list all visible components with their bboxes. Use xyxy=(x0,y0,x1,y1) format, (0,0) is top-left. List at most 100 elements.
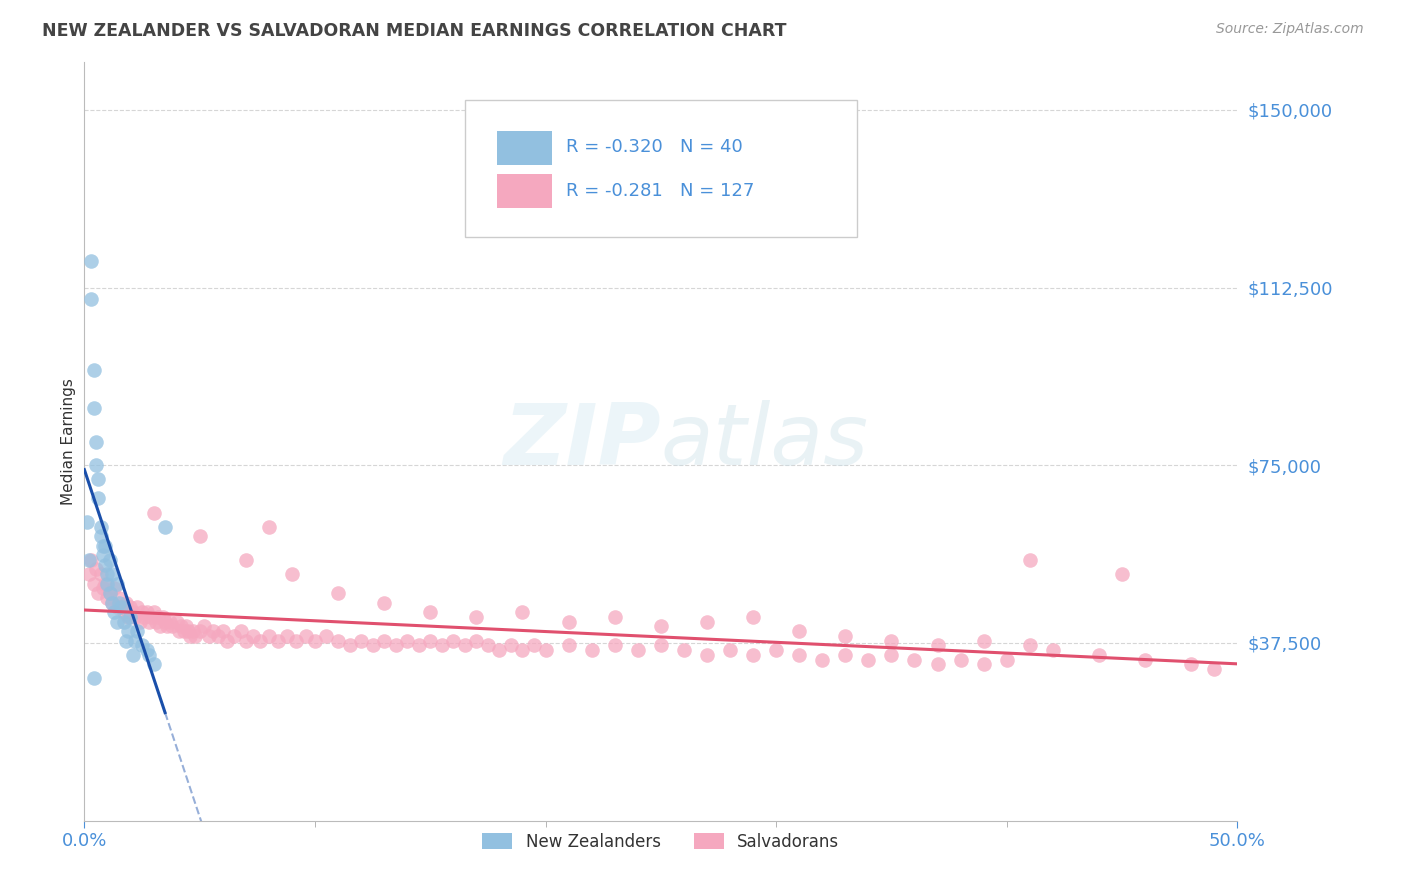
Point xyxy=(787,624,810,639)
Point xyxy=(156,619,179,633)
Point xyxy=(1133,652,1156,666)
Point xyxy=(77,553,100,567)
Text: atlas: atlas xyxy=(661,400,869,483)
Point xyxy=(361,638,384,652)
Point xyxy=(188,529,211,543)
Point xyxy=(373,633,395,648)
Point xyxy=(257,520,280,534)
Point xyxy=(742,610,765,624)
Text: NEW ZEALANDER VS SALVADORAN MEDIAN EARNINGS CORRELATION CHART: NEW ZEALANDER VS SALVADORAN MEDIAN EARNI… xyxy=(42,22,787,40)
Point xyxy=(89,520,111,534)
Point xyxy=(83,363,105,377)
Point xyxy=(339,638,361,652)
Point xyxy=(927,657,949,672)
Point xyxy=(581,643,603,657)
Point xyxy=(742,648,765,662)
Point xyxy=(294,629,316,643)
Point xyxy=(94,558,117,572)
Text: R = -0.281   N = 127: R = -0.281 N = 127 xyxy=(567,182,755,200)
Point xyxy=(211,624,233,639)
Point xyxy=(650,638,672,652)
Bar xyxy=(498,174,553,208)
Point xyxy=(235,633,257,648)
Point xyxy=(142,657,165,672)
Point xyxy=(103,582,125,596)
Point xyxy=(117,610,139,624)
Text: R = -0.320   N = 40: R = -0.320 N = 40 xyxy=(567,138,742,156)
Point xyxy=(84,458,107,473)
Point xyxy=(134,610,156,624)
Point xyxy=(127,624,149,639)
FancyBboxPatch shape xyxy=(465,101,856,236)
Point xyxy=(127,600,149,615)
Point xyxy=(120,610,142,624)
Point xyxy=(454,638,477,652)
Point xyxy=(276,629,298,643)
Point xyxy=(108,596,131,610)
Point xyxy=(83,401,105,416)
Point xyxy=(995,652,1018,666)
Point xyxy=(98,586,121,600)
Point xyxy=(80,293,103,307)
Point xyxy=(603,610,626,624)
Point xyxy=(131,638,153,652)
Point xyxy=(94,539,117,553)
Point xyxy=(101,596,124,610)
Point xyxy=(408,638,430,652)
Point xyxy=(1088,648,1111,662)
Point xyxy=(973,657,995,672)
Point xyxy=(326,633,349,648)
Point xyxy=(98,553,121,567)
Point xyxy=(419,605,441,619)
Point xyxy=(202,624,225,639)
Point xyxy=(83,672,105,686)
Point xyxy=(396,633,419,648)
Point xyxy=(315,629,337,643)
Point xyxy=(115,596,138,610)
Point xyxy=(142,605,165,619)
Point xyxy=(718,643,741,657)
Point xyxy=(231,624,253,639)
Point xyxy=(281,567,304,582)
Point xyxy=(110,600,132,615)
Point xyxy=(89,529,111,543)
Point xyxy=(217,633,239,648)
Point xyxy=(207,629,229,643)
Point xyxy=(166,615,188,629)
Point xyxy=(91,548,114,563)
Point xyxy=(811,652,834,666)
Point xyxy=(188,624,211,639)
Point xyxy=(146,610,169,624)
Point xyxy=(83,576,105,591)
Point xyxy=(159,615,181,629)
Point xyxy=(96,591,118,605)
Point xyxy=(603,638,626,652)
Point xyxy=(1018,638,1040,652)
Point xyxy=(105,615,128,629)
Point xyxy=(512,605,534,619)
Y-axis label: Median Earnings: Median Earnings xyxy=(60,378,76,505)
Point xyxy=(121,605,143,619)
Point xyxy=(903,652,925,666)
Point xyxy=(124,610,146,624)
Point xyxy=(101,596,124,610)
Bar xyxy=(498,130,553,165)
Point xyxy=(84,434,107,449)
Point xyxy=(557,615,579,629)
Point xyxy=(267,633,290,648)
Point xyxy=(373,596,395,610)
Point xyxy=(523,638,546,652)
Point xyxy=(224,629,246,643)
Point xyxy=(110,600,132,615)
Point xyxy=(84,562,107,576)
Point xyxy=(1180,657,1202,672)
Point xyxy=(949,652,972,666)
Point xyxy=(105,600,128,615)
Point xyxy=(87,473,110,487)
Point xyxy=(149,619,172,633)
Point xyxy=(973,633,995,648)
Legend: New Zealanders, Salvadorans: New Zealanders, Salvadorans xyxy=(475,827,846,858)
Point xyxy=(177,624,200,639)
Point xyxy=(117,624,139,639)
Point xyxy=(477,638,499,652)
